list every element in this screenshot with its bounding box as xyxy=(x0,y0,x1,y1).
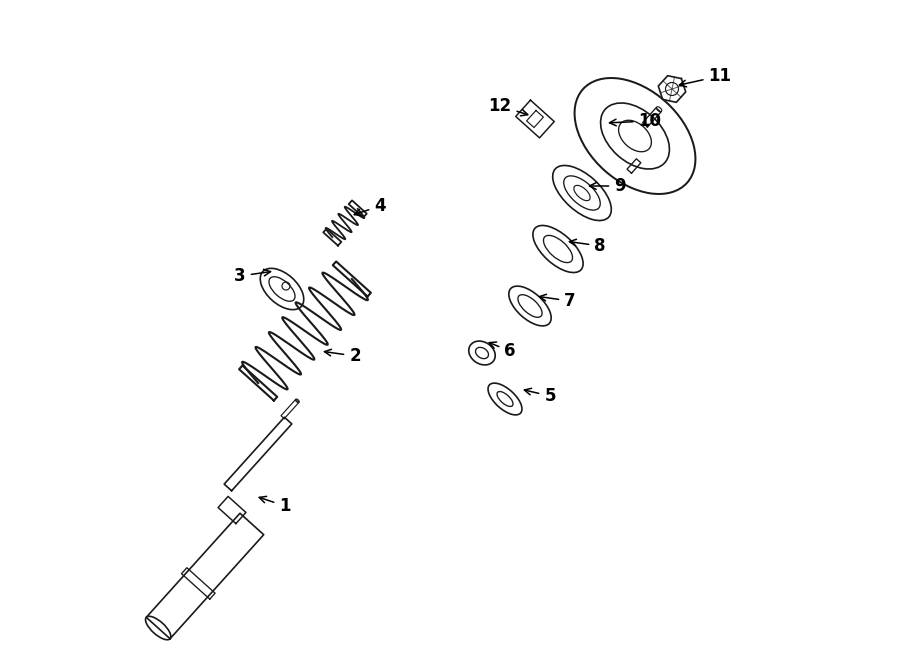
Text: 7: 7 xyxy=(539,292,576,310)
Text: 2: 2 xyxy=(324,347,361,365)
Text: 6: 6 xyxy=(490,342,516,360)
Text: 9: 9 xyxy=(590,177,625,195)
Text: 10: 10 xyxy=(609,112,662,130)
Text: 8: 8 xyxy=(570,237,606,255)
Text: 3: 3 xyxy=(234,267,271,285)
Text: 1: 1 xyxy=(259,496,291,515)
Text: 5: 5 xyxy=(525,387,556,405)
Text: 4: 4 xyxy=(355,197,386,215)
Text: 11: 11 xyxy=(680,67,732,87)
Text: 12: 12 xyxy=(489,97,527,116)
